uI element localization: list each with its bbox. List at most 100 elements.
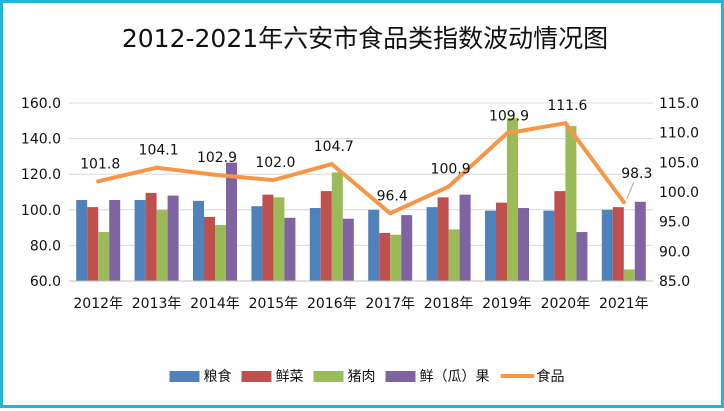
legend-label: 食品	[537, 368, 565, 385]
x-tick-label: 2020年	[541, 296, 591, 312]
line-point	[329, 162, 334, 167]
data-label: 100.9	[431, 162, 471, 178]
bar-粮食	[309, 208, 321, 281]
bar-鲜（瓜）果	[342, 218, 354, 281]
bar-鲜菜	[496, 202, 507, 281]
bar-猪肉	[156, 209, 168, 281]
y-right-tick-label: 85.0	[659, 274, 690, 290]
line-point	[271, 178, 276, 183]
legend-label: 鲜（瓜）果	[420, 369, 490, 385]
line-series: 101.8 104.1 102.9 102.0 104.7 96.4 100.9 109.9 1…	[80, 98, 652, 216]
y-right-tick-label: 95.0	[659, 215, 690, 231]
y-left-tick-label: 160.0	[21, 96, 61, 112]
bar-猪肉	[331, 172, 343, 281]
bar-鲜（瓜）果	[576, 232, 588, 281]
bar-猪肉	[565, 126, 577, 281]
y-right-tick-label: 100.0	[659, 185, 699, 201]
x-tick-label: 2018年	[424, 296, 474, 312]
x-tick-label: 2012年	[73, 296, 123, 312]
bar-粮食	[368, 209, 380, 281]
legend: 粮食 鲜菜 猪肉 鲜（瓜）果 食品	[169, 368, 565, 385]
data-label: 104.1	[139, 143, 179, 159]
bars	[76, 118, 646, 281]
line-食品	[96, 121, 626, 216]
bar-鲜菜	[87, 207, 99, 281]
bar-粮食	[251, 206, 263, 281]
bar-鲜（瓜）果	[284, 217, 296, 281]
legend-swatch	[313, 371, 344, 382]
x-tick-label: 2019年	[482, 296, 532, 312]
bar-猪肉	[98, 232, 110, 281]
bar-粮食	[601, 209, 613, 281]
data-label: 111.6	[547, 98, 587, 114]
y-right-tick-label: 115.0	[659, 96, 699, 112]
x-tick-label: 2021年	[599, 296, 649, 312]
bar-猪肉	[273, 197, 285, 281]
data-label: 102.9	[197, 150, 237, 166]
data-label-leader	[626, 181, 635, 200]
bar-鲜（瓜）果	[401, 215, 413, 281]
y-left-tick-label: 140.0	[21, 132, 61, 148]
line-point	[621, 200, 626, 205]
line-point	[213, 172, 217, 177]
line-point	[96, 179, 101, 184]
legend-swatch	[241, 371, 272, 382]
bar-鲜菜	[320, 191, 332, 281]
line-point	[505, 131, 509, 136]
line-point	[446, 184, 451, 189]
bar-粮食	[76, 200, 88, 281]
bar-鲜菜	[262, 194, 274, 281]
x-tick-label: 2016年	[307, 296, 357, 312]
bar-粮食	[485, 210, 496, 281]
legend-label: 粮食	[204, 368, 232, 385]
bar-鲜菜	[612, 207, 624, 281]
y-right-tick-label: 90.0	[659, 244, 690, 260]
data-label: 98.3	[621, 166, 652, 182]
y-left-tick-label: 80.0	[30, 238, 61, 254]
legend-swatch	[385, 371, 416, 382]
y-right-tick-label: 110.0	[659, 126, 699, 142]
bar-猪肉	[507, 118, 518, 281]
bar-猪肉	[448, 229, 460, 281]
bar-猪肉	[623, 269, 635, 281]
y-left-tick-label: 60.0	[30, 274, 61, 290]
bar-鲜菜	[554, 191, 566, 281]
x-tick-label: 2014年	[190, 296, 240, 312]
bar-粮食	[193, 200, 204, 281]
legend-label: 猪肉	[348, 369, 376, 385]
line-point	[563, 121, 568, 126]
line-point	[388, 211, 393, 216]
bar-鲜菜	[437, 197, 449, 281]
data-label: 101.8	[80, 156, 120, 172]
bar-鲜（瓜）果	[634, 201, 646, 281]
data-label: 102.0	[255, 155, 295, 171]
bar-鲜（瓜）果	[518, 208, 529, 281]
bar-鲜（瓜）果	[459, 194, 471, 281]
bar-猪肉	[215, 224, 226, 281]
y-left-tick-label: 100.0	[21, 203, 61, 219]
bar-粮食	[426, 207, 438, 281]
chart-title: 2012-2021年六安市食品类指数波动情况图	[122, 24, 608, 53]
bar-鲜（瓜）果	[109, 200, 121, 281]
x-tick-label: 2017年	[365, 296, 415, 312]
data-label: 96.4	[377, 188, 408, 204]
legend-label: 鲜菜	[276, 369, 304, 385]
bar-粮食	[134, 200, 146, 281]
x-tick-label: 2015年	[249, 296, 299, 312]
bar-鲜菜	[204, 216, 215, 281]
y-left-tick-label: 120.0	[21, 167, 61, 183]
legend-swatch	[169, 371, 200, 382]
bar-粮食	[543, 210, 555, 281]
bar-鲜（瓜）果	[167, 195, 179, 281]
bar-鲜（瓜）果	[226, 162, 237, 281]
x-tick-label: 2013年	[132, 296, 182, 312]
bar-猪肉	[390, 234, 402, 281]
data-label: 109.9	[489, 108, 529, 124]
line-point	[154, 165, 159, 170]
bar-鲜菜	[145, 192, 157, 281]
data-label: 104.7	[314, 139, 354, 155]
bar-鲜菜	[379, 232, 391, 281]
y-right-tick-label: 105.0	[659, 155, 699, 171]
